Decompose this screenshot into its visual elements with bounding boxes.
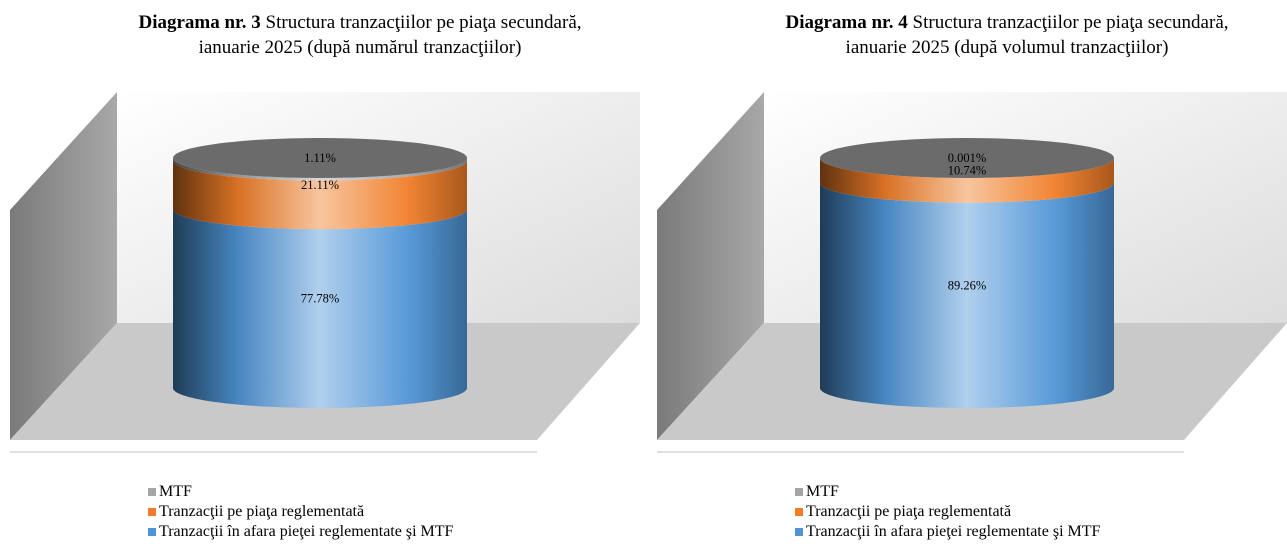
cylinder-chart: 77.78% 21.11% 1.11%: [10, 92, 640, 453]
data-label: 77.78%: [301, 292, 340, 306]
data-label: 10.74%: [948, 163, 987, 177]
chart-title-line2: ianuarie 2025 (după numărul tranzacţiilo…: [198, 37, 522, 58]
legend-item-reglementata: Tranzacţii pe piaţa reglementată: [795, 502, 1100, 522]
legend-item-mtf: MTF: [148, 482, 453, 502]
cylinder-segment: [820, 158, 1114, 203]
legend-swatch-reglementata: [148, 508, 156, 516]
legend-swatch-afara: [148, 528, 156, 536]
cylinder-top: [173, 138, 467, 178]
cylinder-segment: [820, 182, 1114, 408]
chart-title: Diagrama nr. 3 Structura tranzacţiilor p…: [80, 10, 640, 60]
chart-title: Diagrama nr. 4 Structura tranzacţiilor p…: [727, 10, 1287, 60]
legend-swatch-reglementata: [795, 508, 803, 516]
legend-label-afara: Tranzacţii în afara pieţei reglementate …: [159, 523, 454, 540]
legend-swatch-afara: [795, 528, 803, 536]
side-wall: [10, 92, 117, 440]
chart-title-line2: ianuarie 2025 (după volumul tranzacţiilo…: [845, 37, 1169, 58]
legend-label-mtf: MTF: [806, 483, 839, 500]
chart-panel-3: Diagrama nr. 3 Structura tranzacţiilor p…: [0, 0, 640, 546]
chart-title-rest: Structura tranzacţiilor pe piaţa secunda…: [907, 12, 1229, 33]
legend-label-reglementata: Tranzacţii pe piaţa reglementată: [806, 503, 1012, 520]
legend-item-afara: Tranzacţii în afara pieţei reglementate …: [148, 522, 453, 542]
cylinder-segment: [173, 209, 467, 408]
legend-item-afara: Tranzacţii în afara pieţei reglementate …: [795, 522, 1100, 542]
data-label: 21.11%: [301, 178, 339, 192]
cylinder-chart: 89.26% 10.74%0.001%: [657, 92, 1287, 453]
legend-label-afara: Tranzacţii în afara pieţei reglementate …: [806, 523, 1101, 540]
legend-swatch-mtf: [795, 488, 803, 496]
legend-label-mtf: MTF: [159, 483, 192, 500]
data-label: 89.26%: [948, 278, 987, 292]
chart-panel-4: Diagrama nr. 4 Structura tranzacţiilor p…: [647, 0, 1287, 546]
chart-title-bold: Diagrama nr. 3: [138, 12, 261, 33]
legend-swatch-mtf: [148, 488, 156, 496]
data-label: 0.001%: [948, 151, 987, 165]
chart-title-rest: Structura tranzacţiilor pe piaţa secunda…: [260, 12, 582, 33]
legend-item-mtf: MTF: [795, 482, 1100, 502]
chart-legend: MTF Tranzacţii pe piaţa reglementată Tra…: [795, 482, 1100, 542]
chart-legend: MTF Tranzacţii pe piaţa reglementată Tra…: [148, 482, 453, 542]
cylinder-segment: [173, 160, 467, 230]
side-wall: [657, 92, 764, 440]
legend-label-reglementata: Tranzacţii pe piaţa reglementată: [159, 503, 365, 520]
chart-title-bold: Diagrama nr. 4: [785, 12, 908, 33]
cylinder-top: [820, 138, 1114, 178]
legend-item-reglementata: Tranzacţii pe piaţa reglementată: [148, 502, 453, 522]
data-label: 1.11%: [304, 151, 336, 165]
